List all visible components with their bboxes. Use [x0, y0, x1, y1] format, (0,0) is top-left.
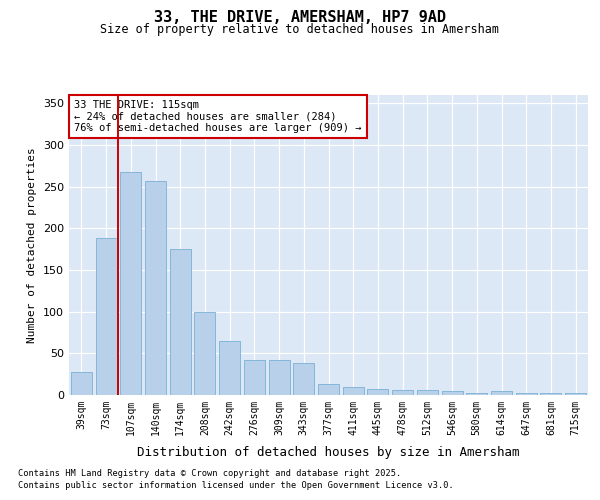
Text: Contains public sector information licensed under the Open Government Licence v3: Contains public sector information licen…	[18, 482, 454, 490]
Bar	[194, 312, 215, 395]
Bar	[466, 394, 487, 395]
Text: Contains HM Land Registry data © Crown copyright and database right 2025.: Contains HM Land Registry data © Crown c…	[18, 470, 401, 478]
Bar	[343, 386, 364, 395]
Bar	[541, 394, 562, 395]
Text: 33 THE DRIVE: 115sqm
← 24% of detached houses are smaller (284)
76% of semi-deta: 33 THE DRIVE: 115sqm ← 24% of detached h…	[74, 100, 361, 133]
Bar	[442, 391, 463, 395]
X-axis label: Distribution of detached houses by size in Amersham: Distribution of detached houses by size …	[137, 446, 520, 459]
Bar	[145, 181, 166, 395]
Bar	[491, 391, 512, 395]
Bar	[565, 394, 586, 395]
Text: Size of property relative to detached houses in Amersham: Size of property relative to detached ho…	[101, 24, 499, 36]
Bar	[269, 360, 290, 395]
Bar	[417, 390, 438, 395]
Bar	[392, 390, 413, 395]
Bar	[367, 389, 388, 395]
Bar	[120, 172, 141, 395]
Bar	[318, 384, 339, 395]
Bar	[95, 238, 116, 395]
Bar	[170, 249, 191, 395]
Bar	[71, 372, 92, 395]
Bar	[244, 360, 265, 395]
Bar	[293, 364, 314, 395]
Y-axis label: Number of detached properties: Number of detached properties	[28, 147, 37, 343]
Bar	[516, 394, 537, 395]
Bar	[219, 341, 240, 395]
Text: 33, THE DRIVE, AMERSHAM, HP7 9AD: 33, THE DRIVE, AMERSHAM, HP7 9AD	[154, 10, 446, 25]
